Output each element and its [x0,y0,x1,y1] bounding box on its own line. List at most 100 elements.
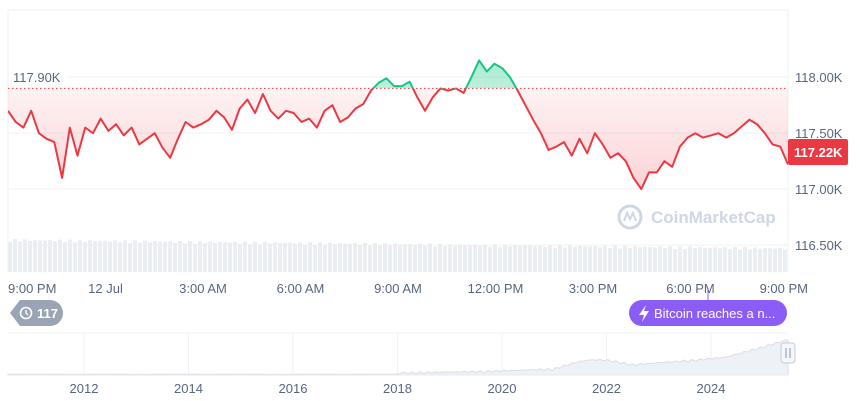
volume-bar [708,247,712,272]
volume-bar [638,247,642,272]
volume-bar [423,245,427,272]
x-tick-label: 3:00 AM [179,281,227,296]
volume-bar [648,246,652,272]
event-pill-box[interactable] [629,300,787,326]
volume-bar [103,240,107,272]
event-pill[interactable]: Bitcoin reaches a n... [629,288,787,326]
volume-bar [383,243,387,272]
volume-bar [438,243,442,272]
volume-bar [468,245,472,272]
volume-bar [278,243,282,272]
volume-bar [473,244,477,272]
x-tick-label: 6:00 PM [666,281,714,296]
volume-bar [203,243,207,272]
volume-bar [343,243,347,272]
history-icon [19,306,33,320]
volume-bar [428,243,432,272]
volume-bar [338,243,342,272]
volume-bar [303,244,307,272]
event-text: Bitcoin reaches a n... [654,306,775,321]
volume-bar [153,241,157,272]
y-tick-label: 116.50K [795,238,843,253]
volume-bar [123,240,127,272]
price-line-above [371,59,518,89]
volume-bar [58,239,62,272]
volume-bar [683,248,687,272]
volume-bar [628,247,632,272]
volume-bar [388,245,392,272]
volume-bar [168,241,172,272]
volume-bar [678,246,682,272]
volume-bar [618,248,622,272]
volume-bar [593,245,597,272]
overview-navigator[interactable]: 2012 2014 2016 2018 2020 2022 2024 [7,332,796,396]
x-tick-label: 3:00 PM [569,281,617,296]
volume-bar [133,240,137,272]
volume-bar [63,242,67,272]
volume-bar [403,244,407,272]
volume-bar [583,246,587,272]
volume-bar [18,241,22,272]
brand-name: CoinMarketCap [651,208,776,227]
volume-bar [108,241,112,272]
volume-bar [463,244,467,272]
volume-bar [138,242,142,272]
overview-year-label: 2014 [174,381,203,396]
history-icon-hands [25,310,29,316]
volume-bar [763,247,767,272]
volume-bar [348,243,352,272]
current-price-tag: 117.22K [788,139,848,165]
overview-handle-box[interactable] [780,342,796,364]
volume-bar [598,247,602,272]
volume-bar [613,245,617,272]
annotation-badge-shape[interactable] [10,300,63,326]
volume-bar [298,242,302,272]
volume-bar [118,242,122,272]
x-tick-label: 9:00 PM [760,281,808,296]
annotation-badge[interactable]: 117 [10,300,63,326]
volume-bar [713,247,717,272]
volume-bar [553,247,557,272]
volume-bar [128,243,132,272]
reference-label-text: 117.90K [13,70,61,85]
volume-bar [513,244,517,272]
volume-bar [113,240,117,272]
x-axis: 9:00 PM 12 Jul 3:00 AM 6:00 AM 9:00 AM 12:00 … [8,281,808,296]
volume-bar [698,247,702,272]
y-axis: 116.50K 117.00K 117.50K 118.00K [795,70,843,253]
volume-bar [693,248,697,272]
volume-bar [673,249,677,272]
volume-bar [283,242,287,272]
volume-bar [568,245,572,272]
volume-bar [753,247,757,272]
overview-year-label: 2012 [70,381,99,396]
volume-bar [768,248,772,272]
coinmarketcap-watermark: CoinMarketCap [617,204,776,230]
volume-bar [643,246,647,272]
current-price-text: 117.22K [794,145,843,160]
volume-bar [563,247,567,272]
volume-bar [748,249,752,272]
volume-bar [558,245,562,272]
y-tick-label: 118.00K [795,70,843,85]
volume-bar [93,241,97,272]
volume-bar [653,247,657,272]
y-tick-label: 117.50K [795,126,843,141]
volume-bar [148,242,152,272]
volume-bar [393,243,397,272]
volume-bar [448,244,452,272]
price-line [8,59,788,191]
volume-bar [73,242,77,272]
volume-bar [483,244,487,272]
volume-bar [23,239,27,272]
volume-bar [158,241,162,272]
volume-bar [523,245,527,272]
volume-bar [773,248,777,272]
overview-handle[interactable] [780,342,796,364]
volume-bar [258,244,262,272]
volume-bar [43,240,47,272]
volume-bar [288,242,292,272]
volume-bar [38,240,42,272]
volume-bar [398,244,402,272]
